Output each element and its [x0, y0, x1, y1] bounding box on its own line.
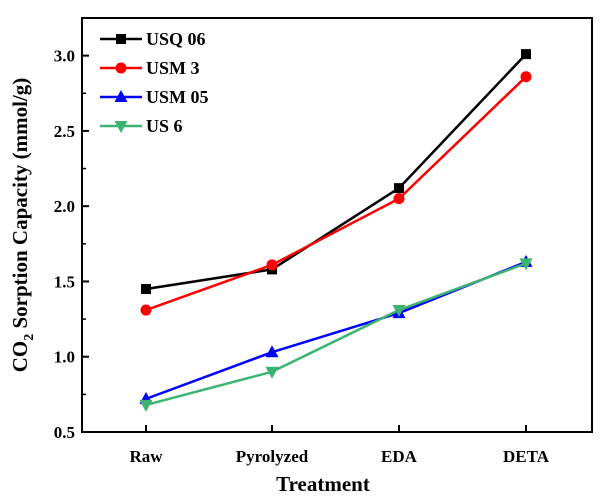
- series-line: [145, 53, 527, 291]
- x-tick-label: EDA: [381, 447, 418, 466]
- legend-marker: [114, 121, 128, 133]
- data-point: [393, 193, 405, 205]
- data-point: [392, 305, 406, 318]
- legend: USQ 06 USM 3 USM 05 US 6: [100, 29, 209, 136]
- x-axis-title: Treatment: [276, 472, 370, 496]
- y-axis-title-suffix: Sorption Capacity (mmol/g): [8, 78, 32, 334]
- series-line: [145, 75, 527, 312]
- data-point: [519, 258, 533, 271]
- plot-frame: [81, 17, 593, 433]
- x-tick-label: DETA: [503, 447, 550, 466]
- series-us-6: [139, 258, 533, 412]
- data-point: [265, 366, 279, 379]
- legend-label: USQ 06: [146, 29, 206, 49]
- y-tick-label: 3.0: [54, 47, 75, 66]
- legend-label: USM 05: [146, 87, 209, 107]
- y-axis-title-prefix: CO: [8, 341, 32, 373]
- legend-item: USQ 06: [100, 29, 206, 49]
- y-axis-title-subscript: 2: [22, 334, 37, 341]
- y-tick-label: 0.5: [54, 423, 75, 442]
- axis-ticks: 0.5 1.0 1.5 2.0 2.5 3.0 Raw Pyrolyzed EDA DETA: [54, 47, 550, 466]
- series-line: [145, 260, 527, 401]
- series-usq-06: [141, 49, 531, 294]
- series-line: [145, 262, 527, 407]
- data-point: [140, 304, 152, 316]
- x-tick-label: Raw: [129, 447, 163, 466]
- x-tick-label: Pyrolyzed: [236, 447, 309, 466]
- data-point: [520, 71, 532, 83]
- data-point: [141, 283, 151, 294]
- y-tick-label: 1.0: [54, 348, 75, 367]
- legend-item: USM 3: [100, 58, 200, 78]
- data-point: [394, 183, 404, 194]
- data-point: [139, 399, 153, 412]
- legend-marker: [115, 62, 127, 74]
- data-point: [266, 259, 278, 271]
- y-tick-label: 2.5: [54, 122, 75, 141]
- series-layer: [139, 49, 533, 412]
- series-usm-3: [140, 71, 532, 316]
- y-axis-title: CO2 Sorption Capacity (mmol/g): [8, 78, 37, 373]
- data-point: [265, 345, 279, 358]
- legend-marker: [114, 90, 128, 102]
- y-tick-label: 2.0: [54, 197, 75, 216]
- y-tick-label: 1.5: [54, 272, 75, 291]
- legend-label: USM 3: [146, 58, 200, 78]
- legend-marker: [116, 34, 126, 44]
- series-usm-05: [139, 254, 533, 404]
- legend-label: US 6: [146, 116, 183, 136]
- legend-item: USM 05: [100, 87, 209, 107]
- legend-item: US 6: [100, 116, 183, 136]
- data-point: [521, 49, 531, 60]
